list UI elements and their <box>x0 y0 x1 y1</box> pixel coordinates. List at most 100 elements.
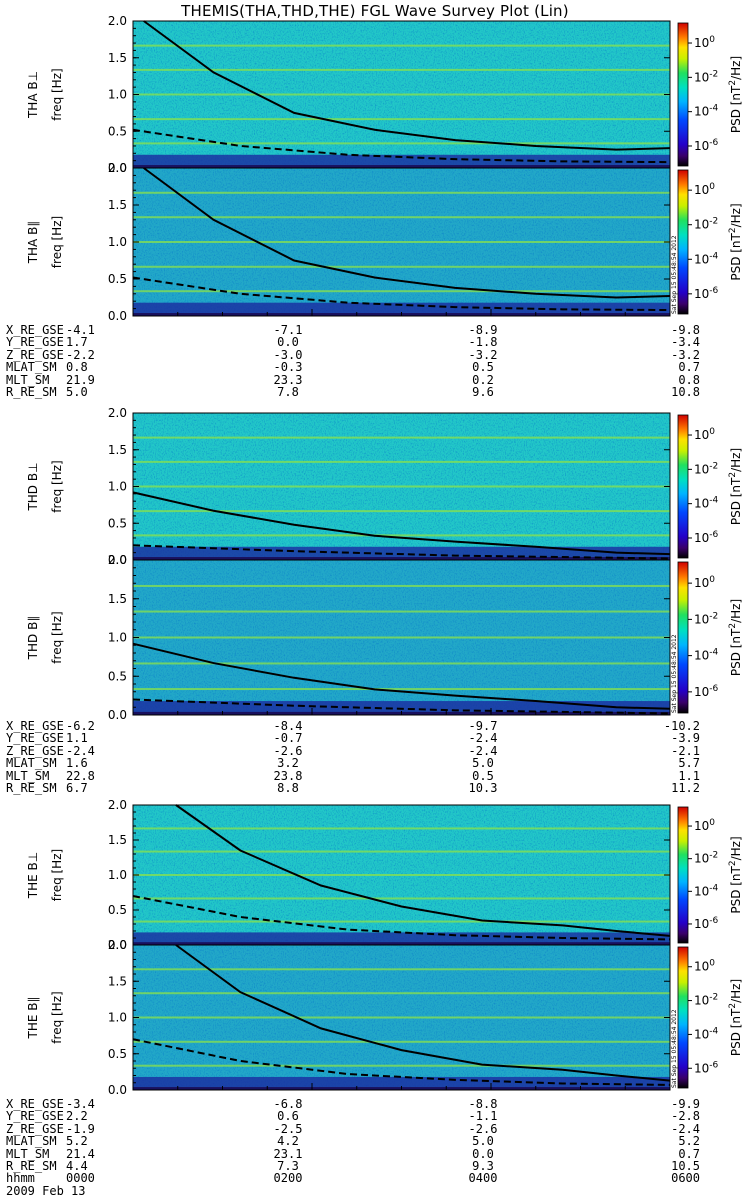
ephemeris-row-r_re_sm: R_RE_SM 5.0 7.8 9.6 10.8 <box>0 384 750 399</box>
ephemeris-value: 9.6 <box>472 384 494 399</box>
ephemeris-label: MLT_SM <box>6 1146 50 1161</box>
ephemeris-block-the: X_RE_GSE -3.4 -6.8 -8.8 -9.9 Y_RE_GSE 2.2 0.6 -1… <box>0 1098 750 1185</box>
ephemeris-value: -0.7 <box>273 731 303 746</box>
ephemeris-value: -6.8 <box>273 1097 303 1111</box>
interference-line <box>133 265 670 268</box>
interference-line <box>133 191 670 194</box>
y-tick-label: 1.5 <box>108 974 127 988</box>
ephemeris-value: 0.0 <box>472 1146 494 1161</box>
colorbar-tick-label: 10-4 <box>694 648 719 663</box>
y-tick-label: 1.5 <box>108 198 127 212</box>
ephemeris-value: 23.3 <box>273 372 303 387</box>
ephemeris-row-r_re_sm: R_RE_SM 6.7 8.8 10.3 11.2 <box>0 780 750 795</box>
colorbar-label: PSD [nT2/Hz] <box>728 836 743 913</box>
run-timestamp: Sat Sep 15 05:48:54 2012 <box>671 1009 678 1088</box>
y-tick-label: 1.0 <box>108 480 127 494</box>
ephemeris-row-z_re_gse: Z_RE_GSE -2.4 -2.6 -2.4 -2.1 <box>0 743 750 758</box>
ephemeris-value: 23.1 <box>273 1146 303 1161</box>
y-axis-label: freq [Hz] <box>50 611 64 663</box>
interference-line <box>133 436 670 439</box>
y-tick-label: 1.5 <box>108 592 127 606</box>
ephemeris-value: 0600 <box>671 1171 700 1186</box>
y-tick-label: 1.0 <box>108 88 127 102</box>
ephemeris-label: MLT_SM <box>6 768 50 783</box>
ephemeris-value: 0.5 <box>472 768 494 783</box>
ephemeris-value: 0000 <box>66 1171 95 1186</box>
ephemeris-value: -3.4 <box>66 1097 95 1111</box>
interference-line <box>133 1064 670 1067</box>
ephemeris-value: -8.4 <box>273 719 303 733</box>
ephemeris-label: X_RE_GSE <box>6 1097 64 1111</box>
spectrogram-panel-thd-bpar: 0.0 0.5 1.0 1.5 2.0 THD B∥ freq [Hz] 100 10-2 10-… <box>26 553 743 722</box>
ephemeris-value: 0.0 <box>277 335 299 350</box>
low-frequency-band <box>133 932 670 945</box>
y-tick-label: 0.5 <box>108 516 127 530</box>
colorbar-tick-label: 100 <box>694 575 715 590</box>
ephemeris-row-mlt_sm: MLT_SM 22.8 23.8 0.5 1.1 <box>0 768 750 783</box>
interference-line <box>133 44 670 47</box>
ephemeris-value: 0.6 <box>277 1109 299 1124</box>
interference-line <box>133 968 670 971</box>
panel-probe-label: THD B∥ <box>26 616 40 661</box>
ephemeris-label: Y_RE_GSE <box>6 335 64 350</box>
colorbar <box>677 414 689 559</box>
ephemeris-value: 0200 <box>273 1171 303 1186</box>
ephemeris-value: -9.8 <box>671 323 700 337</box>
ephemeris-value: 5.0 <box>66 384 88 399</box>
interference-line <box>133 850 670 853</box>
gyrofrequency-curve <box>143 167 671 299</box>
ephemeris-value: -2.2 <box>66 347 95 362</box>
y-tick-label: 0.0 <box>108 309 127 323</box>
ephemeris-value: -1.9 <box>66 1121 95 1136</box>
ephemeris-value: 2.2 <box>66 1109 88 1124</box>
colorbar-tick-label: 10-4 <box>694 496 719 511</box>
colorbar-label: PSD [nT2/Hz] <box>728 448 743 525</box>
y-tick-label: 1.0 <box>108 235 127 249</box>
ephemeris-value: -1.1 <box>468 1109 498 1124</box>
interference-line <box>133 1040 670 1043</box>
y-tick-label: 2.0 <box>108 14 127 28</box>
interference-line <box>133 485 670 488</box>
ephemeris-value: 5.2 <box>678 1134 700 1149</box>
ephemeris-label: Z_RE_GSE <box>6 1121 64 1136</box>
colorbar-tick-label: 10-6 <box>694 1060 719 1075</box>
ephemeris-value: -9.9 <box>671 1097 700 1111</box>
ephemeris-row-y_re_gse: Y_RE_GSE 1.1 -0.7 -2.4 -3.9 <box>0 731 750 746</box>
ephemeris-row-mlt_sm: MLT_SM 21.9 23.3 0.2 0.8 <box>0 372 750 387</box>
colorbar-tick-label: 10-4 <box>694 883 719 898</box>
ephemeris-value: -2.4 <box>468 743 498 758</box>
y-tick-label: 1.0 <box>108 1011 127 1025</box>
ephemeris-row-x_re_gse: X_RE_GSE -4.1 -7.1 -8.9 -9.8 <box>0 323 750 337</box>
ephemeris-label: MLAT_SM <box>6 1134 57 1149</box>
y-tick-label: 1.5 <box>108 833 127 847</box>
ephemeris-value: 5.0 <box>472 756 494 771</box>
interference-line <box>133 897 670 900</box>
interference-line <box>133 827 670 830</box>
y-tick-label: 1.0 <box>108 631 127 645</box>
ephemeris-label: hhmm <box>6 1171 35 1186</box>
colorbar-tick-label: 100 <box>694 959 715 974</box>
dc-band <box>133 942 670 945</box>
ephemeris-value: 0.7 <box>678 360 700 375</box>
y-tick-label: 2.0 <box>108 161 127 175</box>
ephemeris-value: -2.6 <box>468 1121 498 1136</box>
dc-band <box>133 557 670 560</box>
ephemeris-value: 6.7 <box>66 780 88 795</box>
y-tick-label: 2.0 <box>108 938 127 952</box>
ephemeris-row-z_re_gse: Z_RE_GSE -1.9 -2.5 -2.6 -2.4 <box>0 1121 750 1136</box>
y-axis-label: freq [Hz] <box>50 460 64 512</box>
spectrogram-panel-thd-bperp: 0.0 0.5 1.0 1.5 2.0 THD B⊥ freq [Hz] 100 10-2 10-… <box>26 406 743 567</box>
colorbar-tick-label: 10-6 <box>694 530 719 545</box>
ephemeris-label: X_RE_GSE <box>6 719 64 733</box>
ephemeris-value: -2.8 <box>671 1109 700 1124</box>
ephemeris-block-tha: X_RE_GSE -4.1 -7.1 -8.9 -9.8 Y_RE_GSE 1.7 0.0 -1… <box>0 323 750 399</box>
ephemeris-value: 1.6 <box>66 756 88 771</box>
ephemeris-row-mlat_sm: MLAT_SM 5.2 4.2 5.0 5.2 <box>0 1134 750 1149</box>
interference-line <box>133 920 670 923</box>
y-tick-label: 0.0 <box>108 553 127 567</box>
ephemeris-value: 8.8 <box>277 780 299 795</box>
ephemeris-value: 1.7 <box>66 335 88 350</box>
ephemeris-row-r_re_sm: R_RE_SM 4.4 7.3 9.3 10.5 <box>0 1160 750 1173</box>
spectrogram-panel-the-bperp: 0.0 0.5 1.0 1.5 2.0 THE B⊥ freq [Hz] 100 10-2 10-… <box>26 798 743 952</box>
